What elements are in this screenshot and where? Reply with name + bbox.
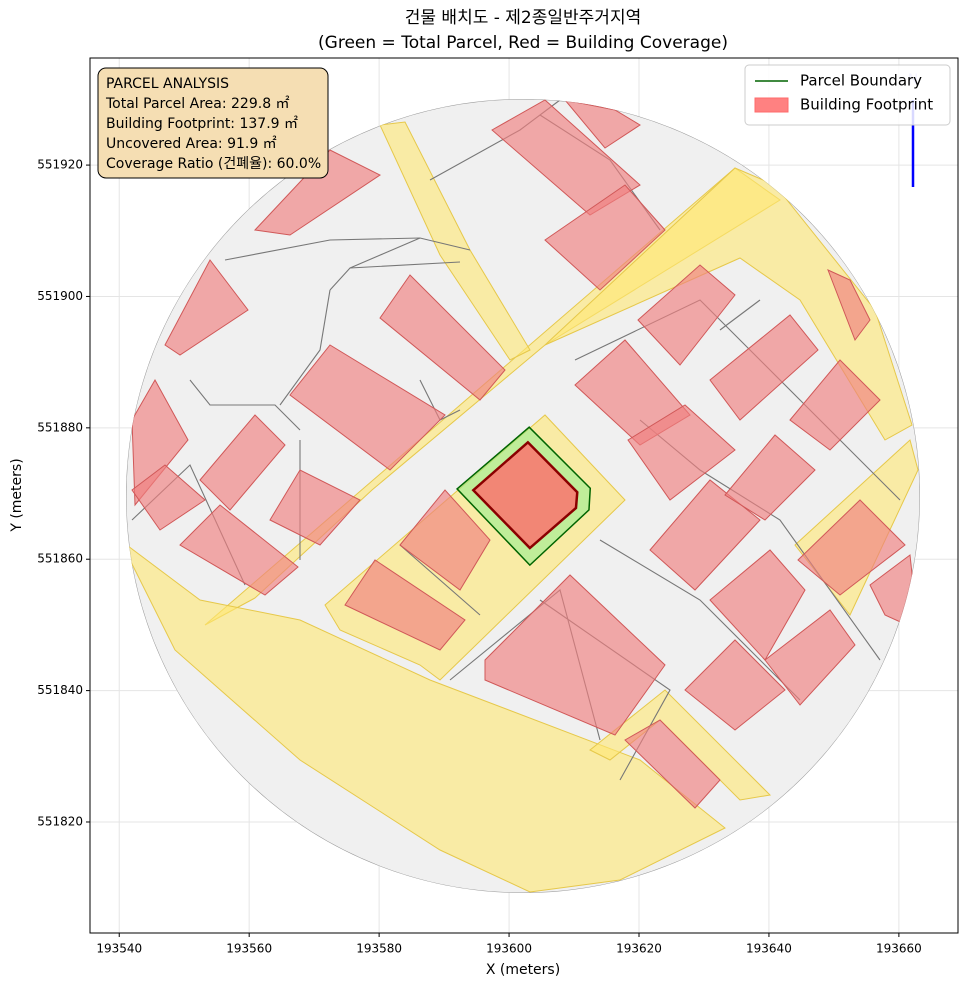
x-tick-label: 193540 bbox=[96, 942, 142, 956]
legend-label: Building Footprint bbox=[800, 96, 933, 114]
x-tick-label: 193660 bbox=[876, 942, 922, 956]
annotation-box: PARCEL ANALYSIS Total Parcel Area: 229.8 … bbox=[97, 67, 329, 179]
y-tick-label: 551860 bbox=[37, 552, 83, 566]
marks bbox=[455, 426, 592, 567]
y-tick-label: 551840 bbox=[37, 683, 83, 697]
y-tick-label: 551820 bbox=[37, 814, 83, 828]
x-tick-label: 193580 bbox=[356, 942, 402, 956]
buildings bbox=[131, 99, 919, 809]
x-tick-label: 193600 bbox=[486, 942, 532, 956]
legend: Parcel Boundary Building Footprint bbox=[744, 64, 951, 126]
annotation-line: Uncovered Area: 91.9 ㎡ bbox=[106, 136, 277, 152]
chart-subtitle: (Green = Total Parcel, Red = Building Co… bbox=[318, 33, 728, 53]
annotation-line: Coverage Ratio (건폐율): 60.0% bbox=[106, 156, 321, 172]
x-tick-label: 193620 bbox=[616, 942, 662, 956]
chart-title: 건물 배치도 - 제2종일반주거지역 bbox=[405, 8, 641, 28]
building-polygon bbox=[471, 440, 579, 550]
x-axis-label: X (meters) bbox=[486, 962, 560, 978]
plot-frame bbox=[89, 57, 959, 934]
y-axis-label: Y (meters) bbox=[9, 458, 25, 532]
annotation-line: Total Parcel Area: 229.8 ㎡ bbox=[105, 96, 290, 112]
y-tick-label: 551880 bbox=[37, 420, 83, 434]
annotation-line: Building Footprint: 137.9 ㎡ bbox=[106, 116, 298, 132]
legend-frame bbox=[744, 64, 951, 126]
annotation-line: PARCEL ANALYSIS bbox=[106, 76, 229, 92]
x-tick-label: 193560 bbox=[226, 942, 272, 956]
y-tick-label: 551900 bbox=[37, 289, 83, 303]
legend-label: Parcel Boundary bbox=[800, 72, 922, 90]
legend-swatch bbox=[754, 97, 789, 113]
y-tick-label: 551920 bbox=[37, 158, 83, 172]
x-tick-label: 193640 bbox=[746, 942, 792, 956]
annotation-background bbox=[97, 67, 329, 179]
